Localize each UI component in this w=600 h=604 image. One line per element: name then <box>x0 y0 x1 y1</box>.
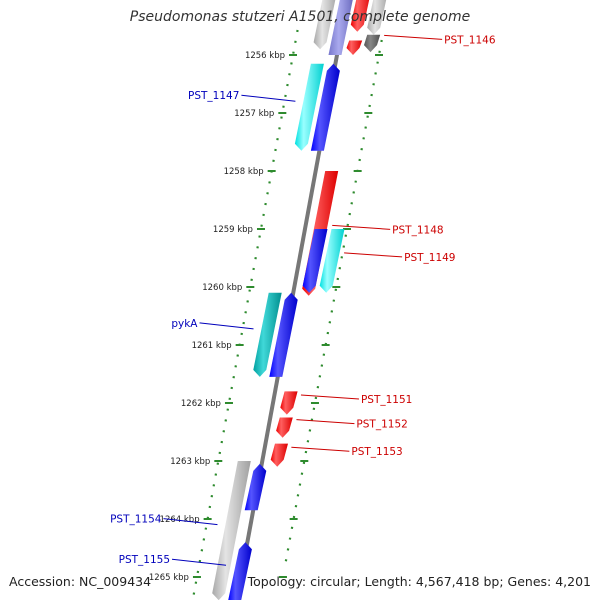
gene-feature-pst_1146[interactable] <box>364 34 381 53</box>
gene-feature[interactable] <box>244 463 267 511</box>
tick-label: 1258 kbp <box>224 167 264 177</box>
label-leader-line <box>332 224 391 230</box>
gene-feature-pst_1149[interactable] <box>319 229 345 293</box>
tick-label: 1262 kbp <box>181 399 221 409</box>
tick-label: 1261 kbp <box>192 341 232 351</box>
gene-feature[interactable] <box>269 292 298 377</box>
label-leader-line <box>163 518 218 526</box>
gene-label-pst_1149[interactable]: PST_1149 <box>404 252 455 264</box>
gene-label-pst_1155[interactable]: PST_1155 <box>119 554 170 566</box>
gene-feature[interactable] <box>310 63 340 151</box>
gene-feature-pst_1152[interactable] <box>276 417 293 438</box>
label-leader-line <box>384 34 443 40</box>
gene-feature[interactable] <box>328 0 355 55</box>
gene-feature[interactable] <box>302 229 328 293</box>
accession-text: Accession: NC_009434 <box>9 574 152 589</box>
label-leader-line <box>300 394 360 400</box>
label-leader-line <box>199 322 254 330</box>
label-leader-line <box>291 446 350 452</box>
gene-label-pst_1153[interactable]: PST_1153 <box>351 446 402 458</box>
gene-feature[interactable] <box>346 40 363 56</box>
gene-feature[interactable] <box>350 0 373 32</box>
tick-label: 1263 kbp <box>170 457 210 467</box>
gene-label-pyka[interactable]: pykA <box>171 318 198 330</box>
gene-label-pst_1151[interactable]: PST_1151 <box>361 394 412 406</box>
gene-feature[interactable] <box>367 0 389 35</box>
gene-features <box>212 0 389 601</box>
label-leader-line <box>171 558 227 566</box>
gene-feature-pst_1155[interactable] <box>228 542 252 601</box>
right-tick-rail <box>284 39 383 566</box>
gene-label-pst_1154[interactable]: PST_1154 <box>110 514 162 526</box>
gene-label-pst_1148[interactable]: PST_1148 <box>392 224 443 236</box>
label-leader-line <box>296 419 355 425</box>
gene-feature[interactable] <box>313 0 339 50</box>
tick-label: 1265 kbp <box>149 573 189 583</box>
gene-feature-pst_1147[interactable] <box>294 63 324 151</box>
gene-label-pst_1147[interactable]: PST_1147 <box>188 90 239 102</box>
gene-label-pst_1152[interactable]: PST_1152 <box>356 419 407 431</box>
gene-label-pst_1146[interactable]: PST_1146 <box>444 34 496 46</box>
gene-labels: PST_1147 pykA PST_1154 PST_1155 PST_1146 PST_… <box>110 34 496 566</box>
gene-feature-pst_1153[interactable] <box>270 443 288 467</box>
gene-feature-pst_1154[interactable] <box>212 461 251 601</box>
tick-label: 1257 kbp <box>234 109 274 119</box>
map-title: Pseudomonas stutzeri A1501, complete gen… <box>129 9 471 25</box>
genome-summary-text: Topology: circular; Length: 4,567,418 bp… <box>247 574 591 589</box>
tick-label: 1256 kbp <box>245 51 285 61</box>
label-leader-line <box>241 94 296 102</box>
tick-label: 1259 kbp <box>213 225 253 235</box>
tick-label: 1260 kbp <box>202 283 242 293</box>
label-leader-line <box>344 252 403 258</box>
gene-feature-pyka[interactable] <box>253 292 282 377</box>
gene-feature-pst_1151[interactable] <box>280 391 298 415</box>
